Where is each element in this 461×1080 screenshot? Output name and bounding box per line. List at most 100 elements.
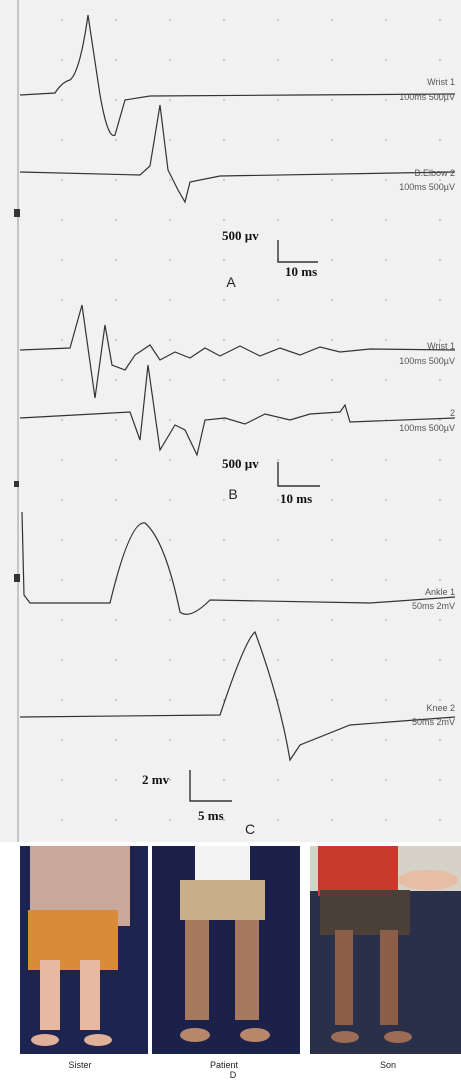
grid-dot bbox=[223, 99, 225, 101]
grid-dot bbox=[115, 179, 117, 181]
grid-dot bbox=[61, 739, 63, 741]
grid-dot bbox=[223, 779, 225, 781]
grid-dot bbox=[331, 499, 333, 501]
grid-dot bbox=[61, 179, 63, 181]
grid-dot bbox=[115, 259, 117, 261]
scale-vertical: 500 µv bbox=[222, 228, 259, 243]
grid-dot bbox=[277, 619, 279, 621]
grid-dot bbox=[223, 219, 225, 221]
grid-dot bbox=[169, 739, 171, 741]
grid-dot bbox=[169, 379, 171, 381]
grid-dot bbox=[61, 819, 63, 821]
trace-name: 2 bbox=[450, 408, 455, 418]
grid-dot bbox=[439, 579, 441, 581]
grid-dot bbox=[223, 259, 225, 261]
grid-dot bbox=[277, 219, 279, 221]
grid-dot bbox=[223, 539, 225, 541]
grid-dot bbox=[439, 179, 441, 181]
grid-dot bbox=[277, 779, 279, 781]
grid-dot bbox=[385, 59, 387, 61]
grid-dot bbox=[439, 379, 441, 381]
photo bbox=[152, 846, 300, 1054]
grid-dot bbox=[169, 419, 171, 421]
grid-dot bbox=[385, 699, 387, 701]
grid-dot bbox=[439, 219, 441, 221]
scale-horizontal: 10 ms bbox=[280, 491, 312, 506]
grid-dot bbox=[439, 499, 441, 501]
grid-dot bbox=[223, 59, 225, 61]
grid-dot bbox=[169, 659, 171, 661]
grid-dot bbox=[169, 539, 171, 541]
trace-settings: 100ms 500µV bbox=[399, 356, 455, 366]
grid-dot bbox=[385, 779, 387, 781]
grid-dot bbox=[115, 219, 117, 221]
grid-dot bbox=[277, 579, 279, 581]
grid-dot bbox=[439, 19, 441, 21]
grid-dot bbox=[331, 699, 333, 701]
grid-dot bbox=[331, 59, 333, 61]
scale-vertical: 2 mv bbox=[142, 772, 170, 787]
grid-dot bbox=[385, 499, 387, 501]
grid-dot bbox=[61, 779, 63, 781]
grid-dot bbox=[223, 179, 225, 181]
grid-dot bbox=[223, 619, 225, 621]
grid-dot bbox=[169, 499, 171, 501]
grid-dot bbox=[169, 619, 171, 621]
grid-dot bbox=[439, 459, 441, 461]
grid-dot bbox=[169, 339, 171, 341]
grid-dot bbox=[331, 779, 333, 781]
scale-horizontal: 10 ms bbox=[285, 264, 317, 279]
grid-dot bbox=[277, 139, 279, 141]
grid-dot bbox=[223, 139, 225, 141]
grid-dot bbox=[385, 99, 387, 101]
grid-dot bbox=[61, 339, 63, 341]
grid-dot bbox=[331, 99, 333, 101]
grid-dot bbox=[115, 339, 117, 341]
photo bbox=[20, 846, 148, 1054]
trace-name: Knee 2 bbox=[426, 703, 455, 713]
trace-settings: 50ms 2mV bbox=[412, 601, 455, 611]
grid-dot bbox=[331, 379, 333, 381]
grid-dot bbox=[331, 739, 333, 741]
grid-dot bbox=[385, 219, 387, 221]
grid-dot bbox=[223, 19, 225, 21]
grid-dot bbox=[385, 739, 387, 741]
grid-dot bbox=[115, 619, 117, 621]
grid-dot bbox=[169, 259, 171, 261]
grid-dot bbox=[61, 219, 63, 221]
grid-dot bbox=[385, 139, 387, 141]
grid-dot bbox=[115, 779, 117, 781]
grid-dot bbox=[223, 579, 225, 581]
photo bbox=[310, 846, 461, 1054]
grid-dot bbox=[169, 579, 171, 581]
grid-dot bbox=[439, 259, 441, 261]
grid-dot bbox=[61, 379, 63, 381]
panel-label: D bbox=[230, 1070, 237, 1080]
grid-dot bbox=[385, 19, 387, 21]
grid-dot bbox=[169, 99, 171, 101]
panel-label: A bbox=[226, 274, 236, 290]
grid-dot bbox=[439, 139, 441, 141]
grid-dot bbox=[439, 779, 441, 781]
grid-dot bbox=[439, 419, 441, 421]
trace-name: B.Elbow 2 bbox=[414, 168, 455, 178]
grid-dot bbox=[169, 819, 171, 821]
grid-dot bbox=[385, 619, 387, 621]
grid-dot bbox=[115, 19, 117, 21]
panel-label: B bbox=[228, 486, 237, 502]
photo-caption: Sister bbox=[68, 1060, 91, 1070]
trace-settings: 100ms 500µV bbox=[399, 182, 455, 192]
marker bbox=[14, 209, 20, 217]
trace-settings: 100ms 500µV bbox=[399, 92, 455, 102]
grid-dot bbox=[439, 659, 441, 661]
trace-settings: 100ms 500µV bbox=[399, 423, 455, 433]
grid-dot bbox=[385, 379, 387, 381]
photo-caption: Patient bbox=[210, 1060, 239, 1070]
grid-dot bbox=[277, 59, 279, 61]
grid-dot bbox=[223, 659, 225, 661]
grid-dot bbox=[115, 59, 117, 61]
grid-dot bbox=[331, 19, 333, 21]
grid-dot bbox=[277, 379, 279, 381]
grid-dot bbox=[331, 299, 333, 301]
grid-dot bbox=[385, 459, 387, 461]
